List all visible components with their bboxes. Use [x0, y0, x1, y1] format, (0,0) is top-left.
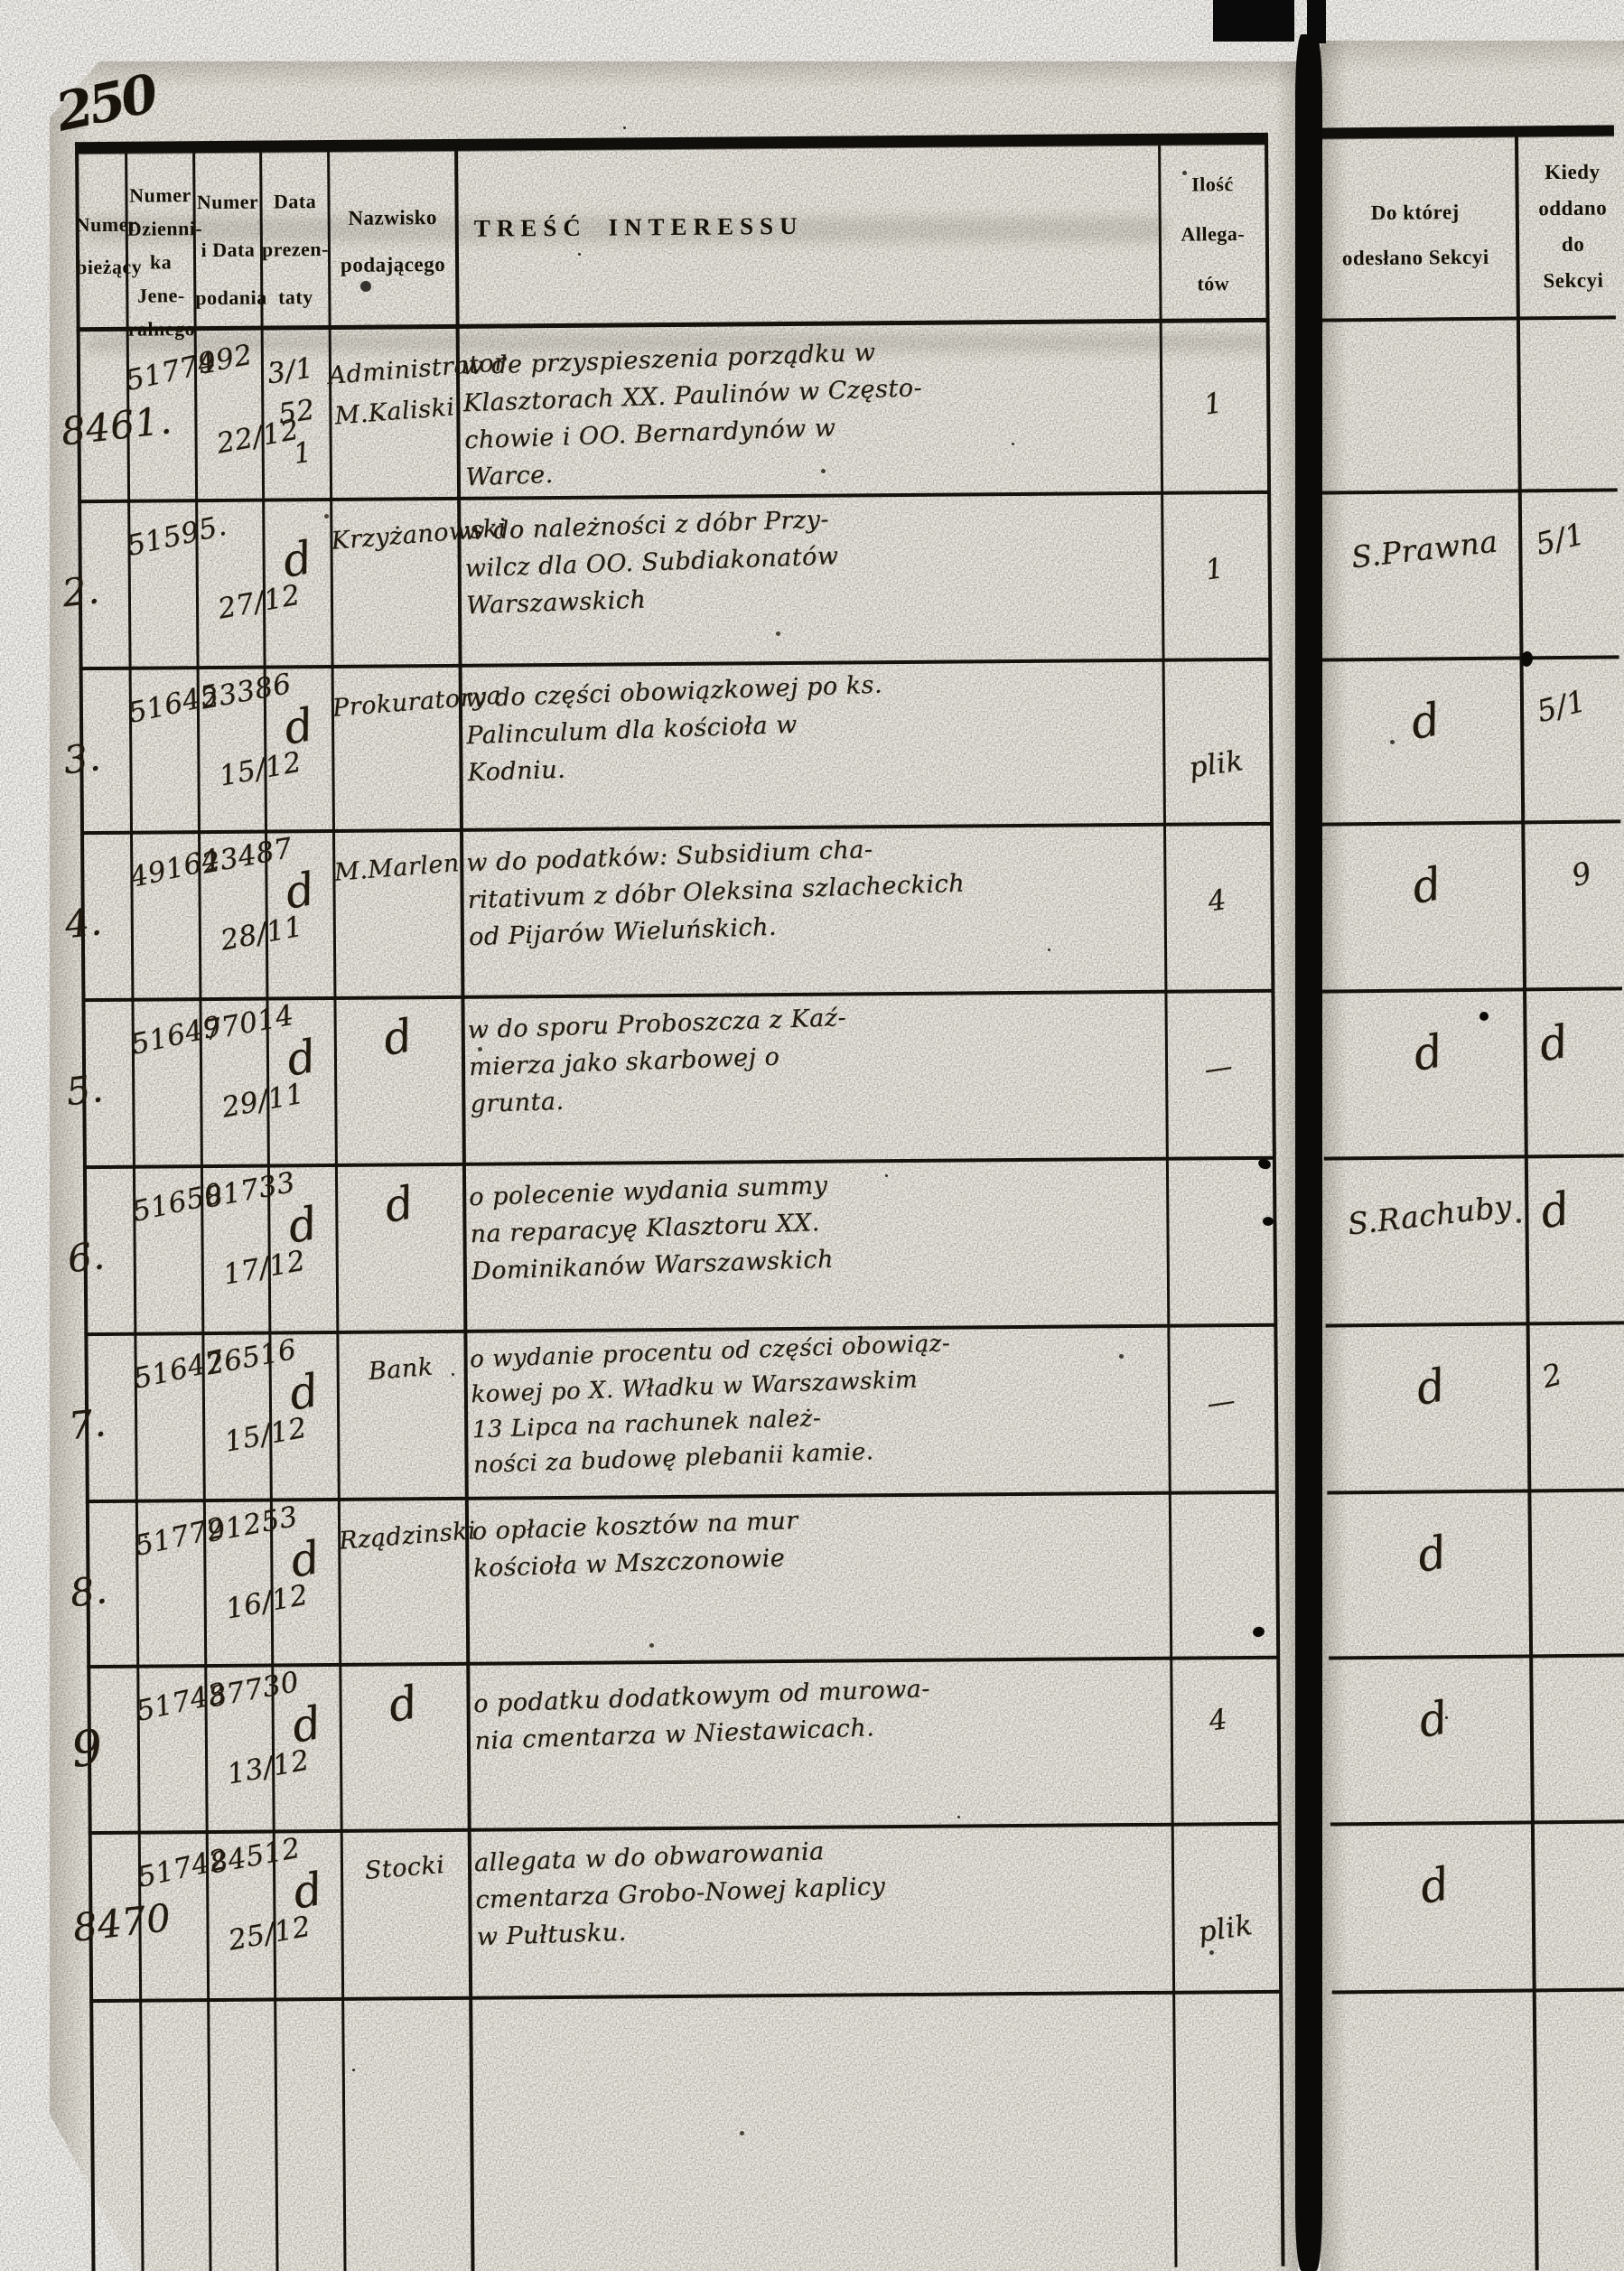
row-separator — [1325, 1321, 1624, 1328]
row-separator — [1321, 819, 1621, 827]
row-separator — [1330, 1819, 1624, 1827]
row-separator — [1322, 986, 1623, 994]
ink-blob — [360, 281, 371, 292]
film-edge-mark — [1213, 0, 1294, 42]
header-bottom-rule — [1315, 315, 1616, 322]
row-separator — [1317, 488, 1618, 495]
column-header-kiedy-oddano: Kiedy oddano do Sekcyi — [1538, 160, 1608, 293]
row-separator — [1327, 1488, 1624, 1495]
row-separator — [1319, 655, 1619, 662]
table-top-rule — [1313, 125, 1614, 139]
row-separator — [1323, 1154, 1624, 1161]
film-edge-mark — [1307, 0, 1326, 43]
row-separator — [1331, 1987, 1624, 1995]
ink-blob — [1479, 1012, 1489, 1021]
row-separator — [1329, 1653, 1624, 1660]
binding-gutter-band — [1295, 34, 1322, 2271]
column-line — [1514, 126, 1539, 2271]
column-header-do-ktorej-sekcyi: Do której odesłano Sekcyi — [1341, 201, 1489, 270]
ink-blob — [1263, 1217, 1274, 1226]
